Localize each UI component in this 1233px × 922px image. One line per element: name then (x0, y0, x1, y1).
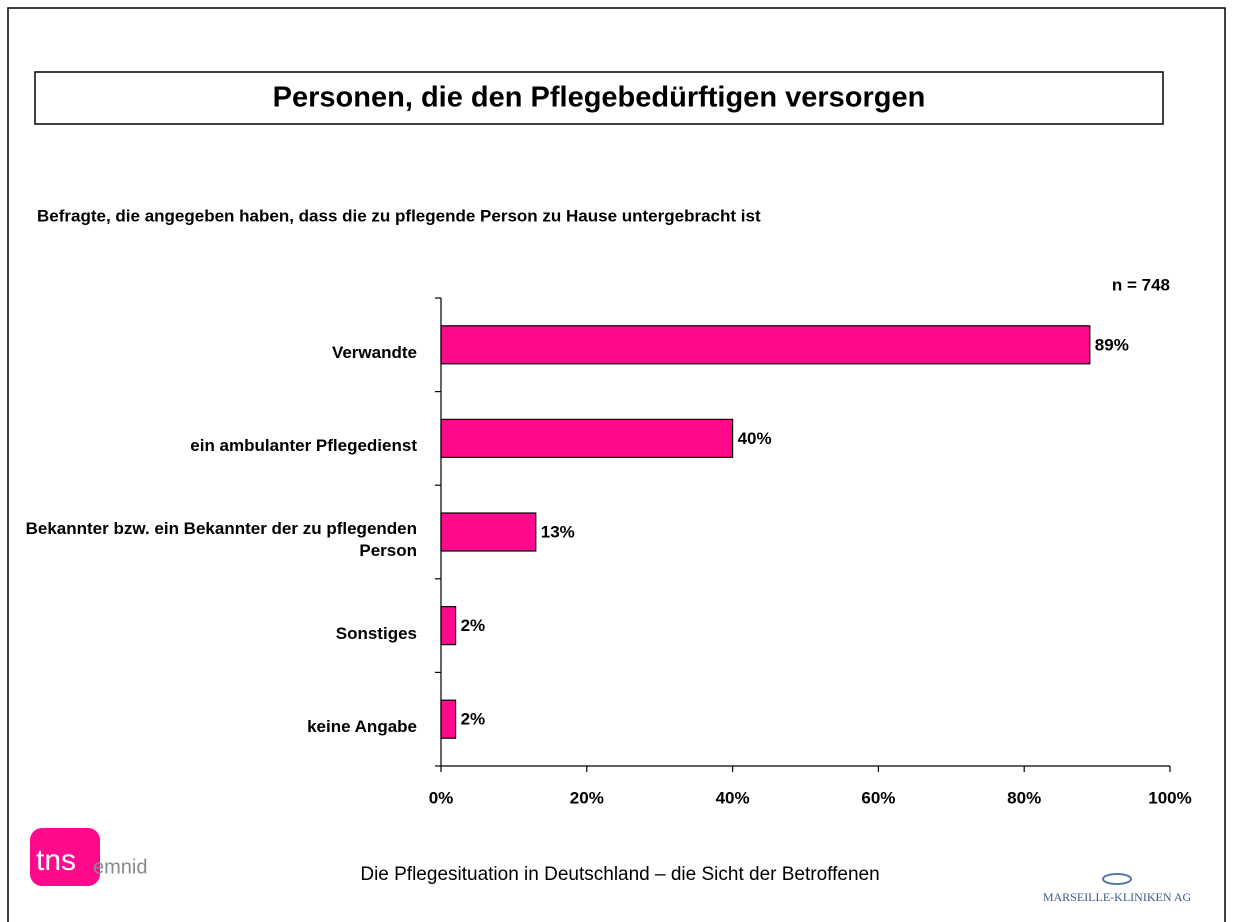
x-tick-label: 40% (716, 788, 750, 807)
category-label: ein ambulanter Pflegedienst (190, 436, 417, 456)
title-box (34, 71, 1164, 125)
category-label: Sonstiges (335, 623, 417, 643)
x-tick-label: 100% (1148, 788, 1191, 807)
chart-title: Personen, die den Pflegebedürftigen vers… (273, 82, 926, 114)
value-label: 40% (738, 429, 772, 448)
bar (440, 605, 457, 646)
chart-subtitle: Befragte, die angegeben haben, dass die … (37, 206, 761, 225)
category-label: Bekannter bzw. ein Bekannter der zu pfle… (25, 519, 417, 560)
value-label: 2% (461, 710, 486, 729)
slide-frame (7, 7, 1226, 922)
category-label: Verwandte (331, 342, 417, 362)
x-tick-label: 80% (1007, 788, 1041, 807)
value-label: 2% (461, 616, 486, 635)
bar (440, 512, 537, 552)
x-tick-label: 60% (861, 788, 895, 807)
bar (440, 418, 734, 458)
sample-size: n = 748 (1112, 275, 1170, 294)
tns-logo-box (30, 828, 100, 886)
footer: Die Pflegesituation in Deutschland – die… (360, 864, 879, 885)
bar (440, 325, 1091, 365)
x-tick-label: 0% (429, 788, 454, 807)
x-tick-label: 20% (570, 788, 604, 807)
bar (440, 699, 457, 739)
marseille-logo: MARSEILLE-KLINIKEN AG (1043, 890, 1192, 904)
tns-logo: tns (36, 844, 76, 877)
value-label: 13% (541, 522, 575, 541)
value-label: 89% (1095, 335, 1129, 354)
emnid-logo: emnid (93, 856, 147, 878)
category-label: keine Angabe (307, 717, 417, 737)
marseille-icon (1102, 873, 1132, 885)
